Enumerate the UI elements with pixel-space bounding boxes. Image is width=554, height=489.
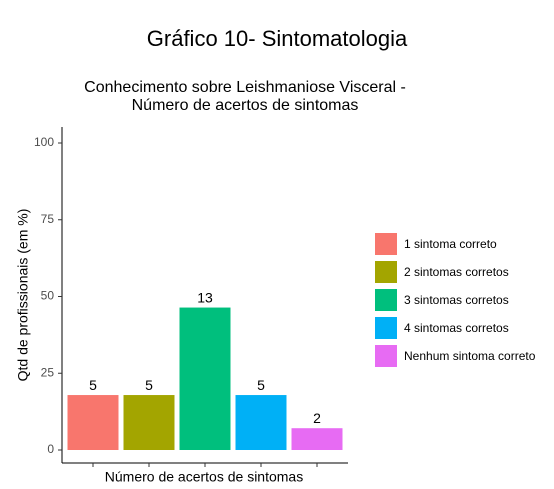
legend-key xyxy=(375,317,397,339)
legend-label: 2 sintomas corretos xyxy=(404,265,509,279)
bar xyxy=(67,395,119,450)
x-axis-label: Número de acertos de sintomas xyxy=(105,469,303,485)
bar xyxy=(123,395,175,450)
count-label: 2 xyxy=(313,410,321,426)
legend-key xyxy=(375,261,397,283)
legend-label: Nenhum sintoma correto xyxy=(404,349,536,363)
count-label: 13 xyxy=(197,289,213,305)
bar xyxy=(179,307,231,450)
chart-title: Conhecimento sobre Leishmaniose Visceral… xyxy=(84,79,406,96)
y-tick-label: 25 xyxy=(41,365,55,379)
legend-label: 4 sintomas corretos xyxy=(404,321,509,335)
y-tick-label: 100 xyxy=(34,135,54,149)
legend-key xyxy=(375,289,397,311)
page-title: Gráfico 10- Sintomatologia xyxy=(147,26,408,51)
legend-key xyxy=(375,233,397,255)
bar xyxy=(235,395,287,450)
count-label: 5 xyxy=(89,377,97,393)
y-tick-label: 75 xyxy=(41,212,55,226)
chart-title: Número de acertos de sintomas xyxy=(132,97,359,114)
count-label: 5 xyxy=(257,377,265,393)
y-tick-label: 50 xyxy=(41,289,55,303)
y-tick-label: 0 xyxy=(47,442,54,456)
bar xyxy=(291,428,343,450)
legend-label: 3 sintomas corretos xyxy=(404,293,509,307)
legend-label: 1 sintoma correto xyxy=(404,237,497,251)
count-label: 5 xyxy=(145,377,153,393)
legend-key xyxy=(375,345,397,367)
y-axis-label: Qtd de profissionais (em %) xyxy=(15,209,31,382)
